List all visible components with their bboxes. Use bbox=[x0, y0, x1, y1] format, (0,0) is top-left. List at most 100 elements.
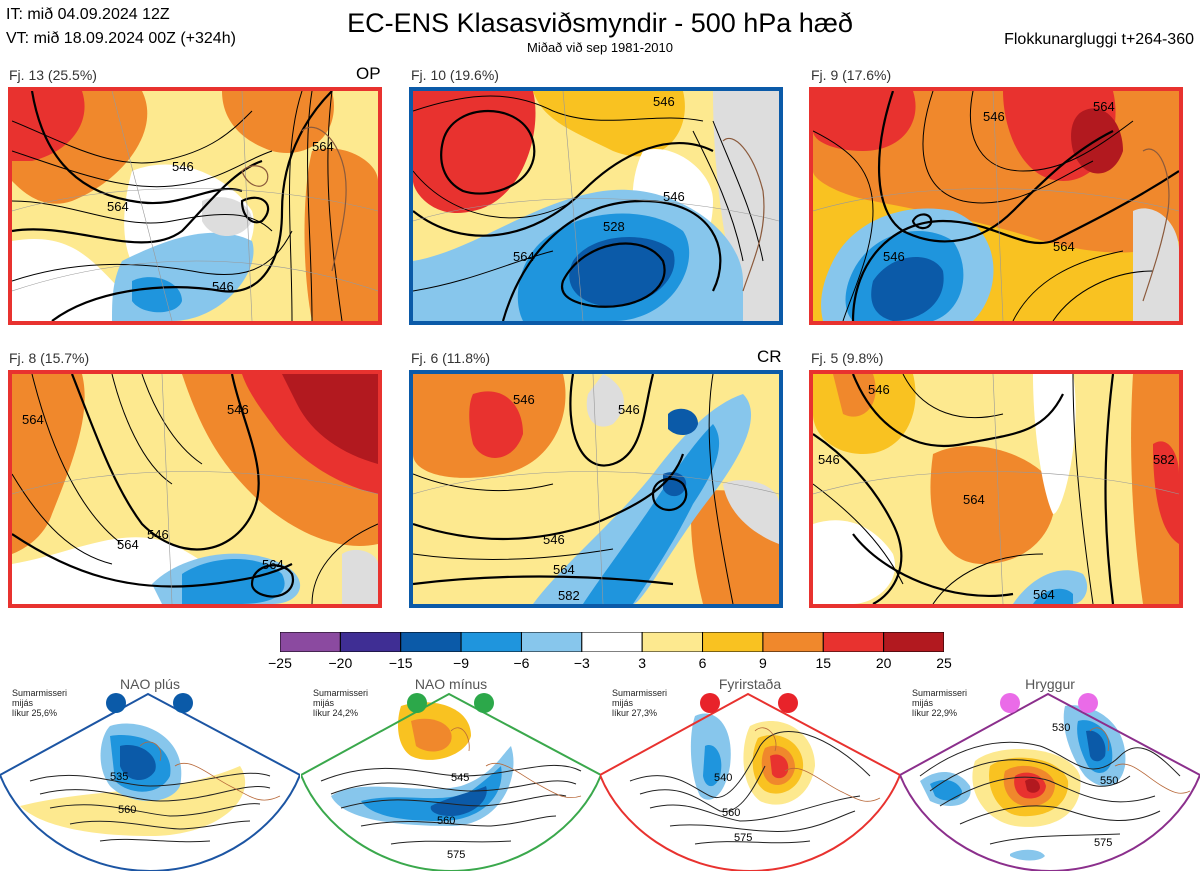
cluster-map-13: 564 546 546 564 bbox=[8, 87, 382, 325]
contour-label: 582 bbox=[1153, 452, 1175, 467]
panel-label-5: Fj. 6 (11.8%) bbox=[411, 350, 491, 366]
regime-note-line: mijás bbox=[612, 698, 634, 708]
regime-note-line: Sumarmisseri bbox=[612, 688, 668, 698]
colorbar-tick: −9 bbox=[453, 655, 470, 671]
regime-probability: líkur 27,3% bbox=[612, 708, 658, 718]
contour-label: 546 bbox=[212, 279, 234, 294]
regime-nao-plus: 535 560 NAO plús Sumarmisseri mijás líku… bbox=[0, 676, 300, 871]
contour-label: 564 bbox=[117, 537, 139, 552]
regime-name: NAO plús bbox=[120, 676, 180, 692]
colorbar-swatch bbox=[883, 632, 944, 652]
regime-note: Sumarmisseri mijás líkur 27,3% bbox=[612, 688, 667, 718]
page-title: EC-ENS Klasasviðsmyndir - 500 hPa hæð bbox=[347, 8, 853, 38]
regime-contour-label: 545 bbox=[451, 772, 469, 784]
regime-note-line: mijás bbox=[912, 698, 934, 708]
contour-label: 564 bbox=[1053, 239, 1075, 254]
panel-label-1: Fj. 13 (25.5%) bbox=[9, 67, 97, 83]
contour-label: 546 bbox=[513, 392, 535, 407]
regime-contour-label: 575 bbox=[734, 832, 752, 844]
regime-note: Sumarmisseri mijás líkur 25,6% bbox=[12, 688, 67, 718]
colorbar bbox=[280, 632, 944, 652]
panel-label-4: Fj. 8 (15.7%) bbox=[9, 350, 90, 366]
regime-contour-label: 575 bbox=[447, 849, 465, 861]
colorbar-swatch bbox=[339, 632, 402, 652]
panel-flag-op: OP bbox=[356, 64, 381, 83]
panel-label-6: Fj. 5 (9.8%) bbox=[811, 350, 884, 366]
contour-label: 564 bbox=[513, 249, 535, 264]
regime-contour-label: 540 bbox=[714, 772, 732, 784]
colorbar-swatch bbox=[280, 632, 341, 652]
cluster-map-9: 546 546 564 564 bbox=[809, 87, 1183, 325]
colorbar-swatch bbox=[520, 632, 583, 652]
contour-label: 546 bbox=[883, 249, 905, 264]
cluster-map-8: 564 546 564 546 564 bbox=[8, 370, 382, 608]
contour-label: 546 bbox=[172, 159, 194, 174]
regime-contour-label: 560 bbox=[722, 807, 740, 819]
regime-name: NAO mínus bbox=[414, 676, 488, 692]
regime-probability: líkur 22,9% bbox=[912, 708, 958, 718]
regime-name: Fyrirstaða bbox=[718, 676, 782, 692]
colorbar-swatch bbox=[762, 632, 824, 652]
regime-note: Sumarmisseri mijás líkur 24,2% bbox=[313, 688, 368, 718]
contour-label: 582 bbox=[558, 588, 580, 603]
colorbar-swatch bbox=[702, 632, 764, 652]
regime-contour-label: 550 bbox=[1100, 775, 1118, 787]
colorbar-tick: −15 bbox=[388, 655, 413, 671]
colorbar-tick: −20 bbox=[328, 655, 353, 671]
regime-note-line: Sumarmisseri bbox=[313, 688, 369, 698]
regime-probability: líkur 24,2% bbox=[313, 708, 359, 718]
regime-note: Sumarmisseri mijás líkur 22,9% bbox=[912, 688, 967, 718]
colorbar-swatch bbox=[641, 632, 704, 652]
cluster-map-6: 546 546 546 564 582 bbox=[409, 370, 783, 608]
contour-label: 546 bbox=[663, 189, 685, 204]
colorbar-swatch bbox=[460, 632, 522, 652]
contour-label: 546 bbox=[653, 94, 675, 109]
contour-label: 564 bbox=[107, 199, 129, 214]
regime-note-line: mijás bbox=[12, 698, 34, 708]
contour-label: 564 bbox=[1093, 99, 1115, 114]
contour-label: 564 bbox=[1033, 587, 1055, 602]
regime-contour-label: 575 bbox=[1094, 837, 1112, 849]
regime-blocking: 540 560 575 Fyrirstaða Sumarmisseri mijá… bbox=[600, 676, 900, 871]
contour-label: 546 bbox=[868, 382, 890, 397]
panel-flag-cr: CR bbox=[757, 347, 782, 366]
panel-label-2: Fj. 10 (19.6%) bbox=[411, 67, 499, 83]
regime-note-line: Sumarmisseri bbox=[912, 688, 968, 698]
contour-label: 546 bbox=[227, 402, 249, 417]
contour-label: 546 bbox=[618, 402, 640, 417]
contour-label: 564 bbox=[312, 139, 334, 154]
contour-label: 528 bbox=[603, 219, 625, 234]
classification-window: Flokkunargluggi t+264-360 bbox=[1004, 31, 1194, 48]
colorbar-swatch bbox=[822, 632, 885, 652]
colorbar-tick: 15 bbox=[815, 655, 832, 671]
colorbar-tick: −6 bbox=[513, 655, 530, 671]
issue-time: IT: mið 04.09.2024 12Z bbox=[6, 6, 170, 23]
contour-label: 564 bbox=[22, 412, 44, 427]
regime-contour-label: 560 bbox=[437, 815, 455, 827]
regime-name: Hryggur bbox=[1025, 676, 1075, 692]
panel-label-3: Fj. 9 (17.6%) bbox=[811, 67, 892, 83]
colorbar-swatch bbox=[400, 632, 462, 652]
colorbar-tick: 25 bbox=[936, 655, 952, 671]
contour-label: 546 bbox=[818, 452, 840, 467]
regime-ridge: 530 550 575 Hryggur Sumarmisseri mijás l… bbox=[900, 676, 1200, 871]
contour-label: 564 bbox=[963, 492, 985, 507]
page-subtitle: Miðað við sep 1981-2010 bbox=[527, 40, 673, 55]
regime-probability: líkur 25,6% bbox=[12, 708, 58, 718]
contour-label: 546 bbox=[543, 532, 565, 547]
valid-time: VT: mið 18.09.2024 00Z (+324h) bbox=[6, 30, 236, 47]
regime-contour-label: 530 bbox=[1052, 722, 1070, 734]
colorbar-tick: −25 bbox=[268, 655, 292, 671]
regime-note-line: mijás bbox=[313, 698, 335, 708]
colorbar-tick: 3 bbox=[638, 655, 647, 671]
contour-label: 564 bbox=[262, 557, 284, 572]
regime-contour-label: 535 bbox=[110, 771, 128, 783]
regime-nao-minus: 545 560 575 NAO mínus Sumarmisseri mijás… bbox=[301, 676, 601, 871]
colorbar-tick: 9 bbox=[759, 655, 767, 671]
colorbar-swatch bbox=[581, 632, 643, 652]
regime-contour-label: 560 bbox=[118, 804, 136, 816]
cluster-map-10: 546 528 546 564 bbox=[409, 87, 783, 325]
colorbar-tick: 6 bbox=[698, 655, 707, 671]
regime-note-line: Sumarmisseri bbox=[12, 688, 68, 698]
contour-label: 564 bbox=[553, 562, 575, 577]
